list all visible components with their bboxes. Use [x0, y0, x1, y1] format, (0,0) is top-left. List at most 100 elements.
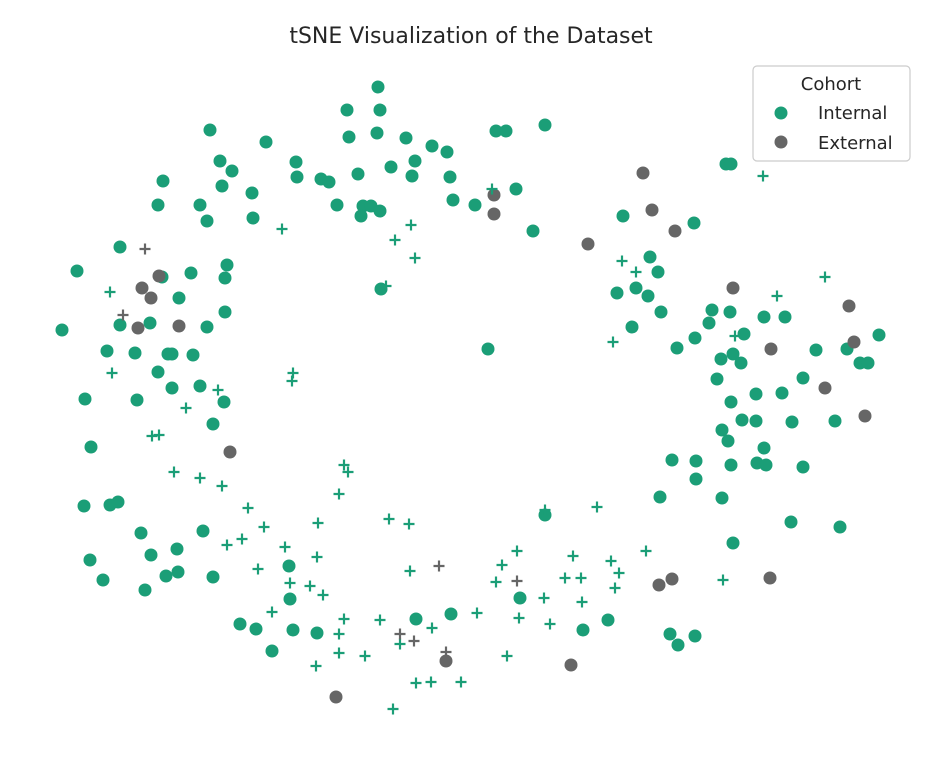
- point-internal-plus: [168, 466, 180, 478]
- point-internal-plus: [616, 255, 628, 267]
- point-internal-plus: [544, 618, 556, 630]
- point-internal-plus: [317, 589, 329, 601]
- point-external-circle: [223, 445, 237, 459]
- point-internal-plus: [538, 592, 550, 604]
- point-internal-plus: [104, 286, 116, 298]
- point-internal-plus: [539, 504, 551, 516]
- point-internal-circle: [144, 548, 158, 562]
- point-internal-plus: [286, 375, 298, 387]
- point-external-circle: [152, 269, 166, 283]
- point-internal-circle: [77, 499, 91, 513]
- point-internal-plus: [403, 518, 415, 530]
- point-internal-circle: [156, 174, 170, 188]
- point-internal-circle: [290, 170, 304, 184]
- point-internal-circle: [171, 565, 185, 579]
- point-internal-circle: [796, 371, 810, 385]
- point-internal-circle: [218, 305, 232, 319]
- point-internal-plus: [630, 266, 642, 278]
- point-internal-plus: [153, 429, 165, 441]
- point-internal-plus: [576, 596, 588, 608]
- point-internal-circle: [670, 341, 684, 355]
- point-internal-plus: [311, 551, 323, 563]
- point-internal-circle: [143, 316, 157, 330]
- point-internal-circle: [196, 524, 210, 538]
- point-internal-plus: [383, 513, 395, 525]
- point-internal-circle: [100, 344, 114, 358]
- point-internal-circle: [384, 160, 398, 174]
- point-internal-circle: [286, 623, 300, 637]
- point-internal-plus: [567, 550, 579, 562]
- point-internal-circle: [370, 126, 384, 140]
- point-internal-circle: [206, 417, 220, 431]
- point-internal-circle: [688, 629, 702, 643]
- point-internal-plus: [266, 606, 278, 618]
- point-internal-circle: [425, 139, 439, 153]
- point-internal-plus: [591, 501, 603, 513]
- point-internal-circle: [186, 348, 200, 362]
- point-internal-plus: [640, 545, 652, 557]
- legend-marker-internal: [774, 106, 788, 120]
- point-internal-circle: [724, 395, 738, 409]
- legend-label-internal: Internal: [818, 103, 887, 124]
- point-internal-plus: [304, 580, 316, 592]
- point-internal-circle: [371, 80, 385, 94]
- point-internal-circle: [610, 286, 624, 300]
- point-internal-circle: [151, 198, 165, 212]
- point-internal-circle: [138, 583, 152, 597]
- point-internal-plus: [819, 271, 831, 283]
- point-internal-plus: [212, 384, 224, 396]
- point-internal-circle: [289, 155, 303, 169]
- point-internal-circle: [828, 414, 842, 428]
- point-internal-circle: [408, 154, 422, 168]
- point-external-plus: [139, 243, 151, 255]
- point-internal-circle: [861, 356, 875, 370]
- point-internal-plus: [496, 559, 508, 571]
- point-internal-circle: [218, 271, 232, 285]
- point-internal-plus: [486, 183, 498, 195]
- point-internal-circle: [688, 331, 702, 345]
- point-external-circle: [135, 281, 149, 295]
- point-internal-circle: [809, 343, 823, 357]
- point-internal-circle: [665, 453, 679, 467]
- point-internal-plus: [394, 638, 406, 650]
- point-internal-circle: [330, 198, 344, 212]
- point-internal-circle: [775, 386, 789, 400]
- point-internal-circle: [715, 491, 729, 505]
- point-internal-plus: [404, 565, 416, 577]
- point-internal-circle: [373, 103, 387, 117]
- point-external-circle: [763, 571, 777, 585]
- point-internal-circle: [785, 415, 799, 429]
- point-internal-circle: [159, 569, 173, 583]
- point-internal-plus: [333, 488, 345, 500]
- legend-frame: [752, 65, 911, 162]
- point-internal-circle: [113, 318, 127, 332]
- point-internal-plus: [106, 367, 118, 379]
- point-internal-circle: [538, 118, 552, 132]
- points-layer: [55, 80, 886, 715]
- point-internal-circle: [165, 381, 179, 395]
- legend-label-external: External: [818, 133, 893, 154]
- point-internal-circle: [96, 573, 110, 587]
- point-internal-circle: [342, 130, 356, 144]
- point-internal-circle: [249, 622, 263, 636]
- point-internal-plus: [729, 330, 741, 342]
- point-internal-circle: [84, 440, 98, 454]
- point-internal-circle: [259, 135, 273, 149]
- point-internal-circle: [354, 209, 368, 223]
- point-internal-circle: [784, 515, 798, 529]
- point-external-circle: [652, 578, 666, 592]
- legend-title: Cohort: [801, 74, 861, 95]
- point-internal-plus: [387, 703, 399, 715]
- point-internal-circle: [757, 441, 771, 455]
- point-internal-plus: [359, 650, 371, 662]
- point-internal-plus: [242, 502, 254, 514]
- point-internal-circle: [184, 266, 198, 280]
- point-internal-circle: [220, 258, 234, 272]
- point-external-circle: [636, 166, 650, 180]
- point-internal-circle: [340, 103, 354, 117]
- point-internal-circle: [128, 346, 142, 360]
- point-internal-circle: [726, 536, 740, 550]
- point-internal-plus: [575, 572, 587, 584]
- point-internal-circle: [170, 542, 184, 556]
- point-internal-circle: [446, 193, 460, 207]
